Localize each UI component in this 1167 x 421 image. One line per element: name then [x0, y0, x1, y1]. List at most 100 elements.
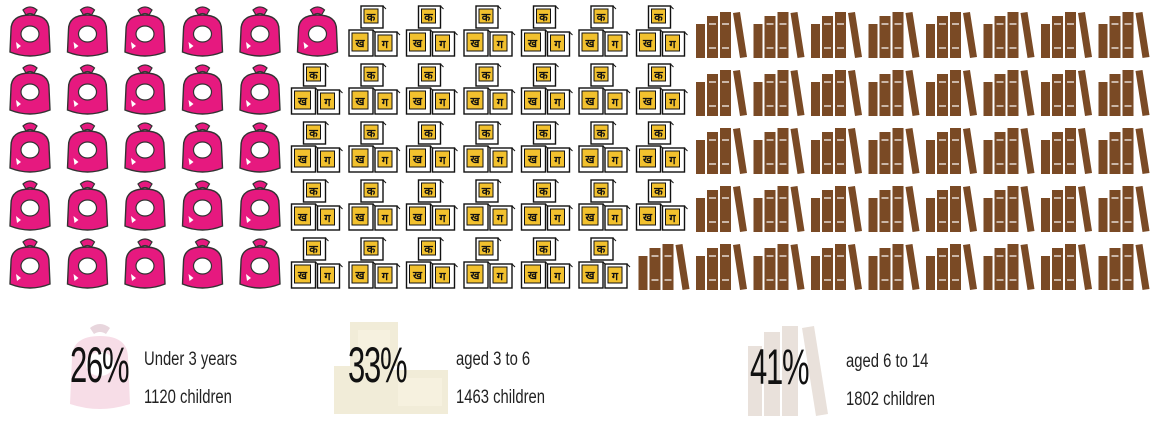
svg-text:ख: ख: [527, 269, 538, 282]
books-icon-mark: [1098, 12, 1150, 58]
books-icon-mark: [983, 12, 1035, 58]
books-icon-mark: [983, 70, 1035, 116]
svg-text:क: क: [596, 185, 606, 198]
bib-icon-mark: [66, 122, 109, 173]
pictogram-grid: कख गकख गकख गकख गकख गकख गकख गकख गकख गकख गकख गकख गकख गक…: [9, 5, 1150, 290]
svg-text:ख: ख: [297, 153, 308, 166]
books-icon-mark: [868, 244, 920, 290]
books-icon-mark: [753, 70, 805, 116]
legend-3-to-6: 33% aged 3 to 6 1463 children: [332, 318, 592, 418]
svg-text:क: क: [366, 69, 376, 82]
books-icon-mark: [868, 128, 920, 174]
svg-text:ग: ग: [611, 154, 619, 167]
blocks-icon-mark: कख ग: [635, 5, 688, 57]
svg-text:ख: ख: [297, 211, 308, 224]
blocks-icon-mark: कख ग: [405, 121, 458, 173]
svg-text:ग: ग: [381, 38, 389, 51]
bib-icon-mark: [239, 6, 281, 57]
svg-text:ग: ग: [611, 270, 619, 283]
books-icon: [748, 326, 828, 416]
blocks-icon-mark: कख ग: [635, 63, 688, 115]
svg-text:ग: ग: [496, 270, 504, 283]
svg-text:क: क: [481, 185, 491, 198]
svg-text:क: क: [366, 11, 376, 24]
books-icon-mark: [926, 70, 977, 116]
blocks-icon-mark: कख ग: [520, 63, 573, 115]
blocks-icon-mark: कख ग: [635, 179, 688, 231]
svg-text:क: क: [366, 185, 376, 198]
blocks-icon-mark: कख ग: [520, 237, 573, 289]
svg-text:क: क: [653, 127, 663, 140]
svg-text:क: क: [653, 69, 663, 82]
blocks-icon-mark: कख ग: [463, 179, 516, 231]
svg-text:ख: ख: [355, 211, 366, 224]
svg-text:क: क: [596, 69, 606, 82]
svg-text:क: क: [366, 127, 376, 140]
books-icon-mark: [811, 12, 862, 58]
svg-text:ग: ग: [611, 96, 619, 109]
books-icon-mark: [1098, 244, 1150, 290]
books-icon-mark: [811, 128, 862, 174]
svg-text:ग: ग: [323, 96, 331, 109]
svg-text:क: क: [423, 69, 433, 82]
svg-text:ख: ख: [527, 153, 538, 166]
books-icon-mark: [811, 244, 862, 290]
svg-text:ख: ख: [642, 95, 653, 108]
svg-text:ग: ग: [438, 38, 446, 51]
svg-text:ग: ग: [438, 212, 446, 225]
books-icon-mark: [926, 12, 977, 58]
svg-text:क: क: [538, 243, 548, 256]
blocks-icon-mark: कख ग: [635, 121, 688, 173]
books-icon-mark: [926, 128, 977, 174]
bib-icon-mark: [66, 64, 109, 115]
svg-text:क: क: [596, 11, 606, 24]
blocks-icon-mark: कख ग: [290, 63, 343, 115]
books-icon-mark: [811, 186, 862, 232]
svg-text:ख: ख: [527, 37, 538, 50]
blocks-icon-mark: कख ग: [290, 237, 343, 289]
books-icon-mark: [983, 186, 1035, 232]
svg-text:ग: ग: [323, 212, 331, 225]
blocks-icon-mark: कख ग: [405, 237, 458, 289]
svg-text:ख: ख: [470, 153, 481, 166]
svg-text:ख: ख: [470, 37, 481, 50]
svg-text:क: क: [538, 185, 548, 198]
svg-text:ग: ग: [553, 212, 561, 225]
svg-text:ख: ख: [585, 211, 596, 224]
books-icon-mark: [983, 128, 1035, 174]
svg-text:ख: ख: [642, 153, 653, 166]
books-icon-mark: [868, 186, 920, 232]
svg-text:क: क: [308, 185, 318, 198]
bib-icon-mark: [239, 238, 281, 289]
svg-text:ख: ख: [412, 95, 423, 108]
svg-text:ग: ग: [381, 212, 389, 225]
svg-text:ग: ग: [381, 154, 389, 167]
books-icon-mark: [868, 12, 920, 58]
blocks-icon-mark: कख ग: [520, 179, 573, 231]
blocks-icon-mark: कख ग: [578, 121, 631, 173]
svg-text:ख: ख: [470, 211, 481, 224]
svg-text:क: क: [538, 69, 548, 82]
svg-text:ग: ग: [496, 96, 504, 109]
bib-icon-mark: [9, 122, 51, 173]
svg-text:ग: ग: [553, 154, 561, 167]
svg-text:क: क: [423, 11, 433, 24]
svg-text:ग: ग: [611, 38, 619, 51]
svg-text:ग: ग: [381, 270, 389, 283]
label-3-to-6: aged 3 to 6: [456, 349, 531, 370]
books-icon-mark: [926, 186, 977, 232]
bib-icon: [70, 324, 130, 409]
blocks-icon-mark: कख ग: [405, 63, 458, 115]
bib-icon-mark: [9, 6, 51, 57]
svg-text:ग: ग: [323, 270, 331, 283]
blocks-icon-mark: कख ग: [520, 121, 573, 173]
svg-text:ख: ख: [412, 269, 423, 282]
books-icon-mark: [696, 12, 747, 58]
svg-text:ग: ग: [668, 154, 676, 167]
svg-text:ख: ख: [527, 211, 538, 224]
books-icon-mark: [868, 70, 920, 116]
svg-text:ग: ग: [381, 96, 389, 109]
svg-text:क: क: [423, 243, 433, 256]
bib-icon-mark: [66, 180, 109, 231]
bib-icon-mark: [124, 180, 166, 231]
